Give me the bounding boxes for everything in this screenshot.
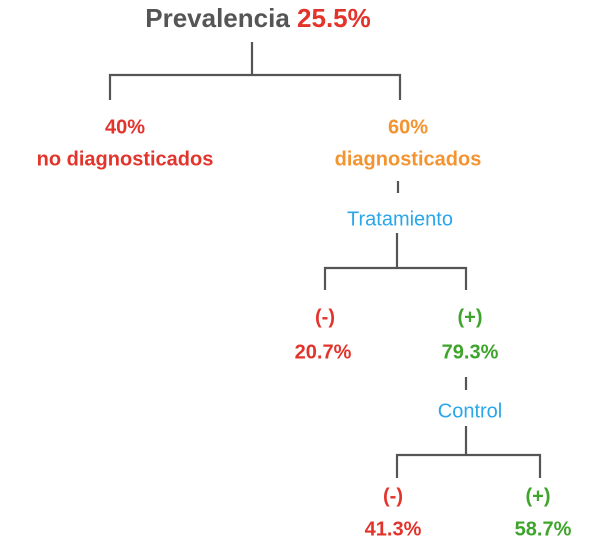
- node-label: no diagnosticados: [37, 148, 214, 170]
- node-sign: (-): [383, 485, 403, 507]
- node-label: Tratamiento: [347, 208, 453, 230]
- node-value: 79.3%: [442, 341, 499, 363]
- node-value: 60%: [388, 116, 428, 138]
- node-sign: (-): [315, 306, 335, 328]
- title-label: Prevalencia: [145, 3, 290, 33]
- node-sign: (+): [458, 306, 483, 328]
- node-label: diagnosticados: [335, 148, 482, 170]
- node-label: Control: [438, 400, 502, 422]
- node-sign: (+): [526, 485, 551, 507]
- node-value: 20.7%: [295, 341, 352, 363]
- connectors: [108, 42, 542, 478]
- node-value: 58.7%: [515, 518, 572, 540]
- node-value: 41.3%: [365, 518, 422, 540]
- node-value: 40%: [105, 116, 145, 138]
- title: Prevalencia 25.5%: [145, 3, 371, 33]
- title-value: 25.5%: [297, 3, 371, 33]
